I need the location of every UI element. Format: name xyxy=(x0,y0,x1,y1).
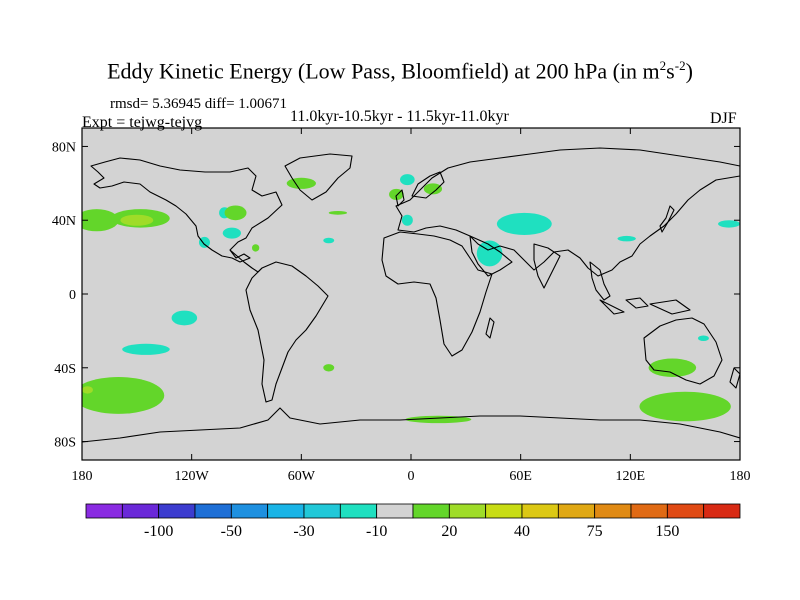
axis-layer: 180 120W 60W 0 60E 120E 180 80N 40N 0 40S 80S xyxy=(52,128,751,484)
coast-japan xyxy=(659,205,675,233)
period-label: 11.0kyr-10.5kyr - 11.5kyr-11.0kyr xyxy=(290,108,509,125)
colorbar-label: 75 xyxy=(587,523,603,540)
colorbar-swatch xyxy=(557,503,596,519)
colorbar-label: -30 xyxy=(293,523,314,540)
anomaly-patch xyxy=(476,240,503,267)
x-tick-label: 120W xyxy=(175,469,210,484)
x-tick-label: 180 xyxy=(730,469,751,484)
anomaly-patch xyxy=(401,214,413,226)
x-tick-label: 60E xyxy=(509,469,532,484)
anomaly-patch xyxy=(122,343,170,355)
coast-madagascar xyxy=(485,317,495,339)
coast-new-zealand xyxy=(729,367,740,389)
anomaly-patch xyxy=(82,209,119,232)
colorbar-swatch xyxy=(194,503,232,519)
anomaly-patch xyxy=(648,358,697,377)
anomaly-patch xyxy=(323,364,335,372)
coast-arabia xyxy=(469,235,513,277)
anomaly-patch xyxy=(82,386,93,394)
colorbar-swatch xyxy=(412,503,450,519)
colorbar-label: 40 xyxy=(514,523,530,540)
colorbar-label: 150 xyxy=(655,523,679,540)
anomaly-patch xyxy=(400,174,415,186)
y-tick-label: 40S xyxy=(54,362,76,377)
colorbar-swatch xyxy=(485,503,523,519)
colorbar-swatch xyxy=(85,503,123,519)
colorbar-label: 20 xyxy=(441,523,457,540)
colorbar-swatch xyxy=(630,503,668,519)
anomaly-patch xyxy=(423,183,443,195)
coast-europe-asia xyxy=(395,147,740,277)
anomaly-patch xyxy=(639,391,731,422)
coastlines xyxy=(82,147,740,443)
colorbar-label: -10 xyxy=(366,523,387,540)
coast-north-america xyxy=(90,157,283,263)
y-tick-label: 0 xyxy=(69,288,76,303)
colorbar-swatch xyxy=(230,503,269,519)
colorbar-swatch xyxy=(376,503,414,519)
colorbar-swatch xyxy=(339,503,378,519)
colorbar-label: -50 xyxy=(221,523,242,540)
coast-southeast-asia xyxy=(589,261,611,301)
anomaly-patch xyxy=(222,227,242,239)
experiment-label: Expt = tejwg-tejvg xyxy=(82,114,203,131)
anomaly-patch xyxy=(224,205,247,221)
coast-africa xyxy=(381,231,493,357)
colorbar-label: -100 xyxy=(144,523,173,540)
y-tick-label: 80N xyxy=(52,140,76,155)
colorbar-swatch xyxy=(521,503,559,519)
anomaly-patch xyxy=(251,244,260,252)
colorbar: -100 -50 -30 -10 20 40 75 150 xyxy=(85,503,741,540)
chart-title: Eddy Kinetic Energy (Low Pass, Bloomfiel… xyxy=(107,58,693,84)
colorbar-swatch xyxy=(666,503,705,519)
anomaly-patch xyxy=(198,236,210,248)
anomaly-patch xyxy=(286,177,316,189)
y-tick-label: 40N xyxy=(52,214,76,229)
anomaly-patch xyxy=(323,237,335,244)
anomaly-patch xyxy=(82,377,165,414)
colorbar-swatch xyxy=(594,503,632,519)
coast-indonesia xyxy=(599,297,691,315)
anomaly-patch xyxy=(617,235,636,242)
colorbar-swatch xyxy=(158,503,196,519)
coast-australia xyxy=(643,317,723,385)
coast-british-isles xyxy=(395,189,405,207)
stats-text: rmsd= 5.36945 diff= 1.00671 xyxy=(110,96,288,112)
season-label: DJF xyxy=(710,110,737,127)
anomaly-patch xyxy=(328,211,348,215)
anomaly-patch xyxy=(697,335,709,342)
x-tick-label: 0 xyxy=(408,469,415,484)
colorbar-swatch xyxy=(303,503,341,519)
anomaly-patch xyxy=(171,310,198,326)
x-tick-label: 120E xyxy=(616,469,646,484)
colorbar-swatch xyxy=(703,503,741,519)
coast-greenland xyxy=(284,153,353,201)
x-tick-label: 180 xyxy=(72,469,93,484)
coast-south-america xyxy=(245,261,329,403)
coast-scandinavia xyxy=(411,171,445,199)
x-tick-label: 60W xyxy=(288,469,316,484)
anomaly-patch xyxy=(718,220,740,228)
coast-india xyxy=(533,243,561,289)
colorbar-swatch xyxy=(448,503,487,519)
colorbar-swatch xyxy=(267,503,305,519)
colorbar-swatch xyxy=(121,503,160,519)
anomaly-patch xyxy=(120,214,154,226)
y-tick-label: 80S xyxy=(54,436,76,451)
coast-antarctica xyxy=(82,407,740,443)
anomaly-patch xyxy=(496,212,552,235)
